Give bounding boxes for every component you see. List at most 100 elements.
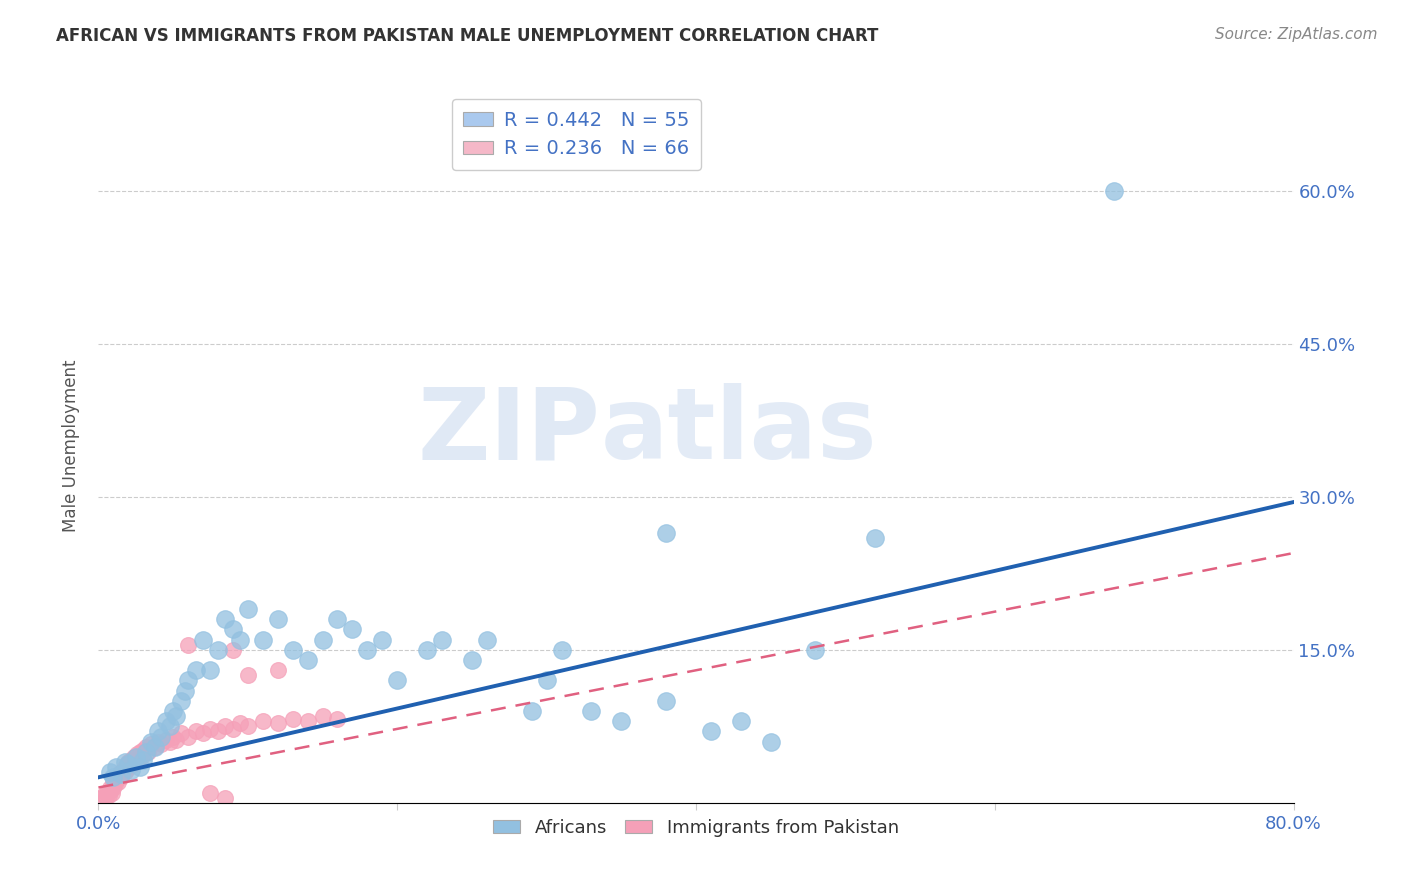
Point [430,632,453,647]
Point [117,755,139,769]
Point [581,704,603,718]
Point [520,704,543,718]
Point [200,663,222,677]
Point [165,709,187,723]
Point [207,643,229,657]
Point [108,767,131,781]
Point [111,767,134,781]
Point [150,730,173,744]
Point [184,724,207,739]
Point [214,719,236,733]
Point [148,734,170,748]
Point [475,632,498,647]
Point [222,723,245,737]
Point [326,712,349,726]
Point [98,765,122,780]
Point [120,763,142,777]
Legend: Africans, Immigrants from Pakistan: Africans, Immigrants from Pakistan [486,812,905,844]
Point [110,765,132,780]
Point [105,773,128,788]
Point [159,734,181,748]
Point [139,737,162,751]
Point [162,730,184,744]
Point [371,632,394,647]
Point [281,643,304,657]
Point [536,673,558,688]
Point [610,714,633,729]
Point [236,719,259,733]
Point [804,643,827,657]
Point [385,673,409,688]
Point [117,757,139,772]
Point [136,745,159,759]
Point [177,638,200,652]
Point [356,643,378,657]
Point [105,760,128,774]
Point [416,643,439,657]
Point [252,714,274,729]
Point [655,525,678,540]
Point [169,694,191,708]
Point [131,748,153,763]
Point [121,757,143,772]
Point [865,531,887,545]
Y-axis label: Male Unemployment: Male Unemployment [62,359,80,533]
Point [117,757,139,772]
Point [94,789,117,804]
Point [155,714,177,729]
Point [1104,184,1126,198]
Point [132,743,155,757]
Point [267,612,290,626]
Point [110,767,132,781]
Point [148,724,170,739]
Point [103,770,125,784]
Point [101,786,124,800]
Point [114,760,136,774]
Point [125,750,148,764]
Point [97,788,120,802]
Point [759,734,782,748]
Point [98,780,122,795]
Point [267,716,290,731]
Point [118,759,141,773]
Point [222,623,245,637]
Point [107,775,129,789]
Point [311,709,333,723]
Point [114,755,136,769]
Text: AFRICAN VS IMMIGRANTS FROM PAKISTAN MALE UNEMPLOYMENT CORRELATION CHART: AFRICAN VS IMMIGRANTS FROM PAKISTAN MALE… [56,27,879,45]
Point [135,745,157,759]
Point [96,786,118,800]
Point [150,737,173,751]
Point [129,745,152,759]
Point [267,663,290,677]
Point [105,770,128,784]
Text: Source: ZipAtlas.com: Source: ZipAtlas.com [1215,27,1378,42]
Point [162,704,184,718]
Point [174,683,197,698]
Point [281,712,304,726]
Point [177,673,200,688]
Point [177,730,200,744]
Point [730,714,752,729]
Point [229,632,252,647]
Point [125,753,148,767]
Point [200,723,222,737]
Point [191,632,214,647]
Point [191,726,214,740]
Point [214,612,236,626]
Point [207,724,229,739]
Text: atlas: atlas [600,384,877,480]
Point [124,750,146,764]
Point [114,765,136,780]
Point [252,632,274,647]
Point [159,719,181,733]
Point [112,763,135,777]
Point [93,788,115,802]
Point [104,777,127,791]
Point [169,726,191,740]
Point [103,780,125,795]
Point [143,739,166,754]
Point [165,732,187,747]
Point [297,714,319,729]
Point [200,786,222,800]
